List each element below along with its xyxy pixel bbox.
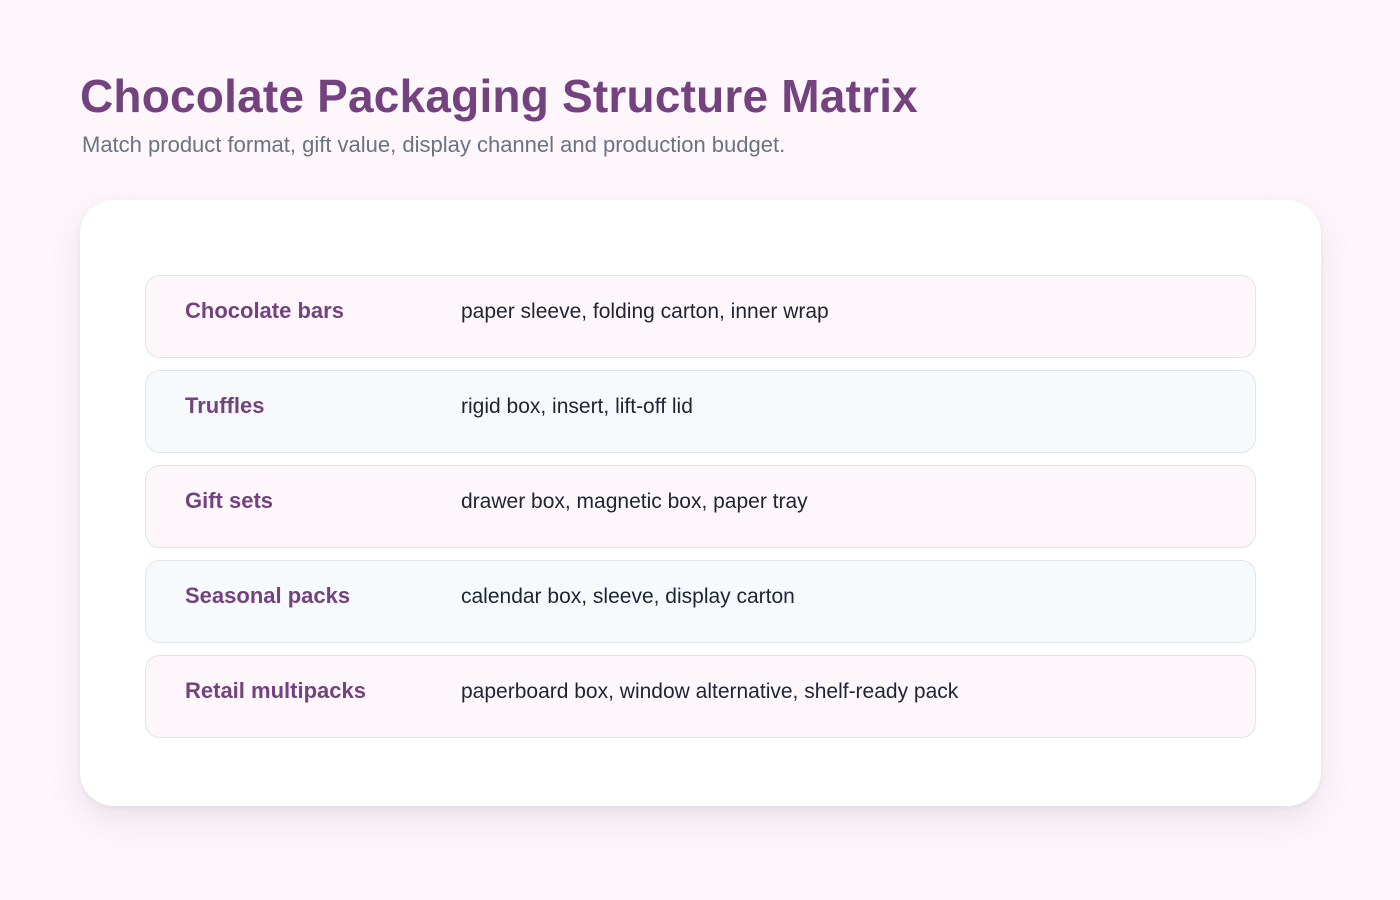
row-product-label: Truffles bbox=[185, 393, 265, 418]
row-product-label: Chocolate bars bbox=[185, 298, 344, 323]
row-structures-value: drawer box, magnetic box, paper tray bbox=[461, 490, 808, 513]
matrix-row-gift-sets: Gift sets drawer box, magnetic box, pape… bbox=[145, 465, 1256, 548]
matrix-row-retail-multipacks: Retail multipacks paperboard box, window… bbox=[145, 655, 1256, 738]
page-subtitle: Match product format, gift value, displa… bbox=[82, 132, 786, 157]
matrix-row-seasonal-packs: Seasonal packs calendar box, sleeve, dis… bbox=[145, 560, 1256, 643]
row-structures-value: paper sleeve, folding carton, inner wrap bbox=[461, 300, 829, 323]
row-product-label: Retail multipacks bbox=[185, 678, 366, 703]
matrix-card: Chocolate bars paper sleeve, folding car… bbox=[80, 200, 1321, 806]
row-product-label: Seasonal packs bbox=[185, 583, 351, 608]
row-structures-value: rigid box, insert, lift-off lid bbox=[461, 395, 693, 418]
matrix-row-chocolate-bars: Chocolate bars paper sleeve, folding car… bbox=[145, 275, 1256, 358]
packaging-matrix: Chocolate bars paper sleeve, folding car… bbox=[145, 275, 1256, 750]
row-product-label: Gift sets bbox=[185, 488, 274, 513]
row-structures-value: calendar box, sleeve, display carton bbox=[461, 585, 795, 608]
page-title: Chocolate Packaging Structure Matrix bbox=[80, 70, 918, 122]
matrix-row-truffles: Truffles rigid box, insert, lift-off lid bbox=[145, 370, 1256, 453]
row-structures-value: paperboard box, window alternative, shel… bbox=[461, 680, 959, 703]
